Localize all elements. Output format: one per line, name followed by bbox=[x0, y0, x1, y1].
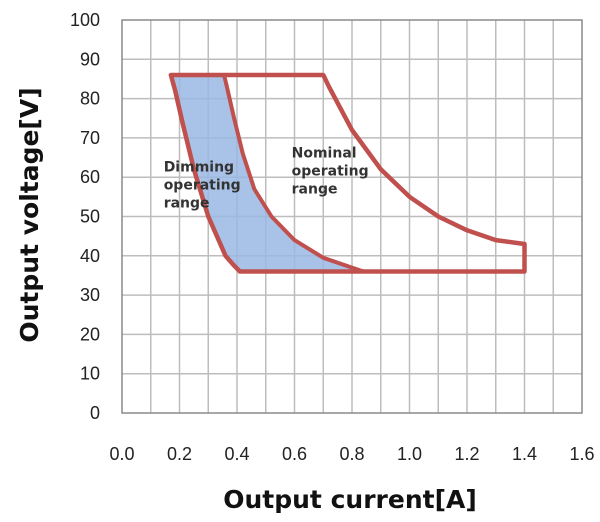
x-tick-label: 0.2 bbox=[167, 444, 192, 464]
y-axis-title: Output voltage[V] bbox=[15, 87, 44, 342]
y-tick-label: 10 bbox=[80, 364, 100, 384]
x-tick-label: 1.4 bbox=[512, 444, 537, 464]
x-tick-label: 0.0 bbox=[109, 444, 134, 464]
x-tick-label: 0.4 bbox=[224, 444, 249, 464]
plot-frame-group bbox=[121, 19, 583, 414]
y-tick-label: 40 bbox=[80, 246, 100, 266]
y-tick-label: 90 bbox=[80, 49, 100, 69]
y-tick-label: 0 bbox=[90, 403, 100, 423]
y-tick-label: 100 bbox=[70, 10, 100, 30]
annotation-line: Nominal bbox=[292, 146, 357, 162]
y-tick-label: 20 bbox=[80, 324, 100, 344]
y-tick-label: 50 bbox=[80, 207, 100, 227]
tick-labels: 0.0 0.2 0.4 0.6 0.8 1.0 1.2 1.4 1.6 0 10 20 30 40 50 60… bbox=[70, 10, 595, 464]
series-group bbox=[168, 72, 527, 274]
y-tick-label: 60 bbox=[80, 167, 100, 187]
annotation-line: operating bbox=[164, 177, 241, 193]
x-tick-label: 0.8 bbox=[339, 444, 364, 464]
annotation-line: range bbox=[292, 182, 338, 198]
y-tick-label: 70 bbox=[80, 128, 100, 148]
x-axis-title: Output current[A] bbox=[223, 485, 477, 514]
annotations: Dimming operating range Nominal operating ran… bbox=[164, 146, 369, 212]
annotation-line: range bbox=[164, 195, 210, 211]
series-2-region bbox=[168, 72, 527, 274]
plot-frame bbox=[121, 19, 583, 414]
x-tick-label: 0.6 bbox=[282, 444, 307, 464]
x-tick-label: 1.0 bbox=[397, 444, 422, 464]
grid bbox=[122, 20, 582, 413]
y-tick-label: 30 bbox=[80, 285, 100, 305]
x-tick-label: 1.6 bbox=[569, 444, 594, 464]
annotation-line: operating bbox=[292, 164, 369, 180]
annotation-line: Dimming bbox=[164, 159, 234, 175]
y-tick-label: 80 bbox=[80, 89, 100, 109]
x-tick-label: 1.2 bbox=[454, 444, 479, 464]
